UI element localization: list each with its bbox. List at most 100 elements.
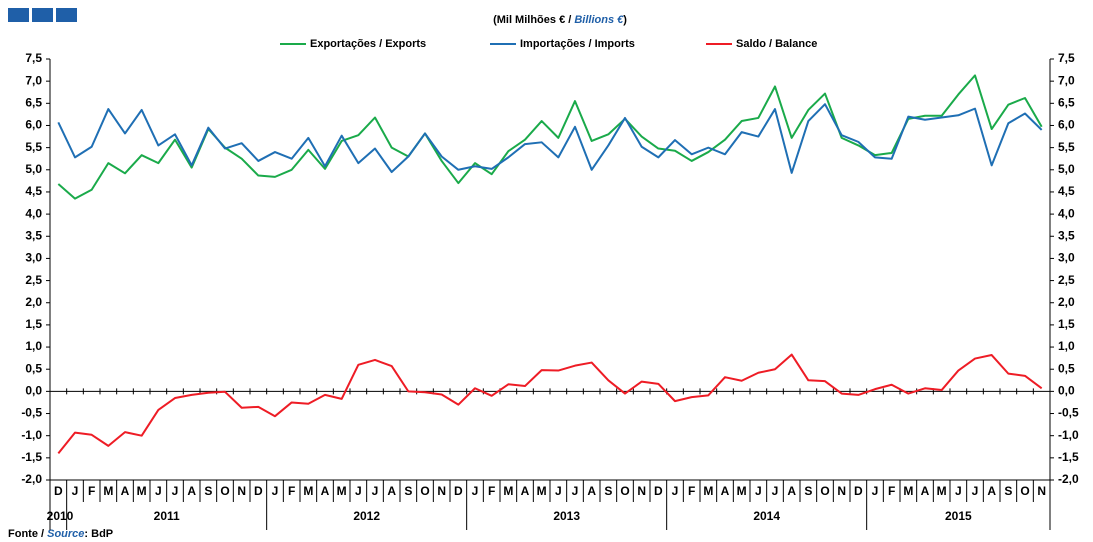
y-tick-label-right: 0,0: [1058, 384, 1075, 398]
y-tick-label-right: 1,0: [1058, 339, 1075, 353]
x-tick-label: S: [804, 484, 812, 498]
x-tick-label: F: [288, 484, 295, 498]
y-tick-label-right: 7,0: [1058, 73, 1075, 87]
subtitle-part: ): [623, 14, 627, 26]
x-tick-label: J: [355, 484, 362, 498]
x-tick-label: D: [54, 484, 63, 498]
y-tick-label: 6,5: [25, 95, 42, 109]
x-tick-label: J: [155, 484, 162, 498]
x-tick-label: F: [88, 484, 95, 498]
x-tick-label: F: [888, 484, 895, 498]
x-tick-label: S: [204, 484, 212, 498]
y-tick-label: -2,0: [21, 472, 42, 486]
legend-label: Saldo / Balance: [736, 38, 817, 50]
y-tick-label: 1,0: [25, 339, 42, 353]
x-tick-label: J: [972, 484, 979, 498]
y-tick-label: -0,5: [21, 406, 42, 420]
x-tick-label: D: [854, 484, 863, 498]
year-label: 2014: [753, 509, 780, 523]
x-tick-label: N: [637, 484, 646, 498]
y-tick-label: -1,0: [21, 428, 42, 442]
x-tick-label: J: [872, 484, 879, 498]
x-tick-label: S: [604, 484, 612, 498]
x-tick-label: D: [654, 484, 663, 498]
y-tick-label-right: 3,0: [1058, 251, 1075, 265]
x-tick-label: A: [521, 484, 530, 498]
x-tick-label: F: [488, 484, 495, 498]
x-tick-label: M: [903, 484, 913, 498]
chart-subtitle: (Mil Milhões € / Billions €): [493, 14, 627, 26]
y-tick-label-right: 4,0: [1058, 206, 1075, 220]
y-tick-label-right: 0,5: [1058, 361, 1075, 375]
x-tick-label: J: [472, 484, 479, 498]
y-tick-label: 6,0: [25, 118, 42, 132]
x-tick-label: M: [737, 484, 747, 498]
y-tick-label-right: 4,5: [1058, 184, 1075, 198]
x-tick-label: N: [1037, 484, 1046, 498]
x-tick-label: J: [955, 484, 962, 498]
y-tick-label-right: 1,5: [1058, 317, 1075, 331]
x-tick-label: O: [220, 484, 229, 498]
y-tick-label: 4,5: [25, 184, 42, 198]
x-tick-label: M: [703, 484, 713, 498]
y-tick-label: -1,5: [21, 450, 42, 464]
x-tick-label: D: [254, 484, 263, 498]
y-tick-label-right: 2,0: [1058, 295, 1075, 309]
y-tick-label: 3,0: [25, 251, 42, 265]
y-tick-label: 1,5: [25, 317, 42, 331]
y-tick-label: 2,5: [25, 273, 42, 287]
subtitle-part: (Mil Milhões € /: [493, 14, 574, 26]
x-tick-label: M: [503, 484, 513, 498]
x-tick-label: M: [537, 484, 547, 498]
x-tick-label: J: [372, 484, 379, 498]
year-label: 2010: [47, 509, 74, 523]
series-line: [57, 74, 1043, 200]
y-tick-label: 5,0: [25, 162, 42, 176]
y-tick-label-right: -1,0: [1058, 428, 1079, 442]
year-label: 2012: [353, 509, 380, 523]
y-tick-label-right: 5,0: [1058, 162, 1075, 176]
x-tick-label: O: [620, 484, 629, 498]
y-tick-label-right: 6,0: [1058, 118, 1075, 132]
x-tick-label: M: [103, 484, 113, 498]
y-tick-label: 7,5: [25, 51, 42, 65]
x-tick-label: D: [454, 484, 463, 498]
x-tick-label: M: [337, 484, 347, 498]
x-tick-label: S: [1004, 484, 1012, 498]
x-tick-label: M: [937, 484, 947, 498]
x-tick-label: J: [555, 484, 562, 498]
x-tick-label: A: [587, 484, 596, 498]
x-tick-label: J: [272, 484, 279, 498]
y-tick-label-right: 7,5: [1058, 51, 1075, 65]
y-tick-label: 7,0: [25, 73, 42, 87]
y-tick-label-right: 6,5: [1058, 95, 1075, 109]
x-tick-label: J: [572, 484, 579, 498]
x-tick-label: O: [420, 484, 429, 498]
x-tick-label: O: [1020, 484, 1029, 498]
y-tick-label: 0,5: [25, 361, 42, 375]
y-tick-label-right: -1,5: [1058, 450, 1079, 464]
y-tick-label: 2,0: [25, 295, 42, 309]
subtitle-part: Billions €: [574, 14, 624, 26]
legend-label: Exportações / Exports: [310, 38, 426, 50]
source: Fonte / Source: BdP: [8, 528, 113, 540]
x-tick-label: J: [755, 484, 762, 498]
y-tick-label-right: -2,0: [1058, 472, 1079, 486]
legend-label: Importações / Imports: [520, 38, 635, 50]
x-tick-label: A: [987, 484, 996, 498]
x-tick-label: S: [404, 484, 412, 498]
x-tick-label: J: [72, 484, 79, 498]
x-tick-label: A: [187, 484, 196, 498]
y-tick-label: 4,0: [25, 206, 42, 220]
x-tick-label: O: [820, 484, 829, 498]
y-tick-label-right: 3,5: [1058, 228, 1075, 242]
source-part: Source: [47, 528, 84, 540]
y-tick-label-right: 5,5: [1058, 140, 1075, 154]
x-tick-label: J: [772, 484, 779, 498]
y-tick-label: 3,5: [25, 228, 42, 242]
series-line: [57, 103, 1043, 174]
logo-block: [32, 8, 53, 22]
x-tick-label: J: [172, 484, 179, 498]
y-tick-label-right: -0,5: [1058, 406, 1079, 420]
